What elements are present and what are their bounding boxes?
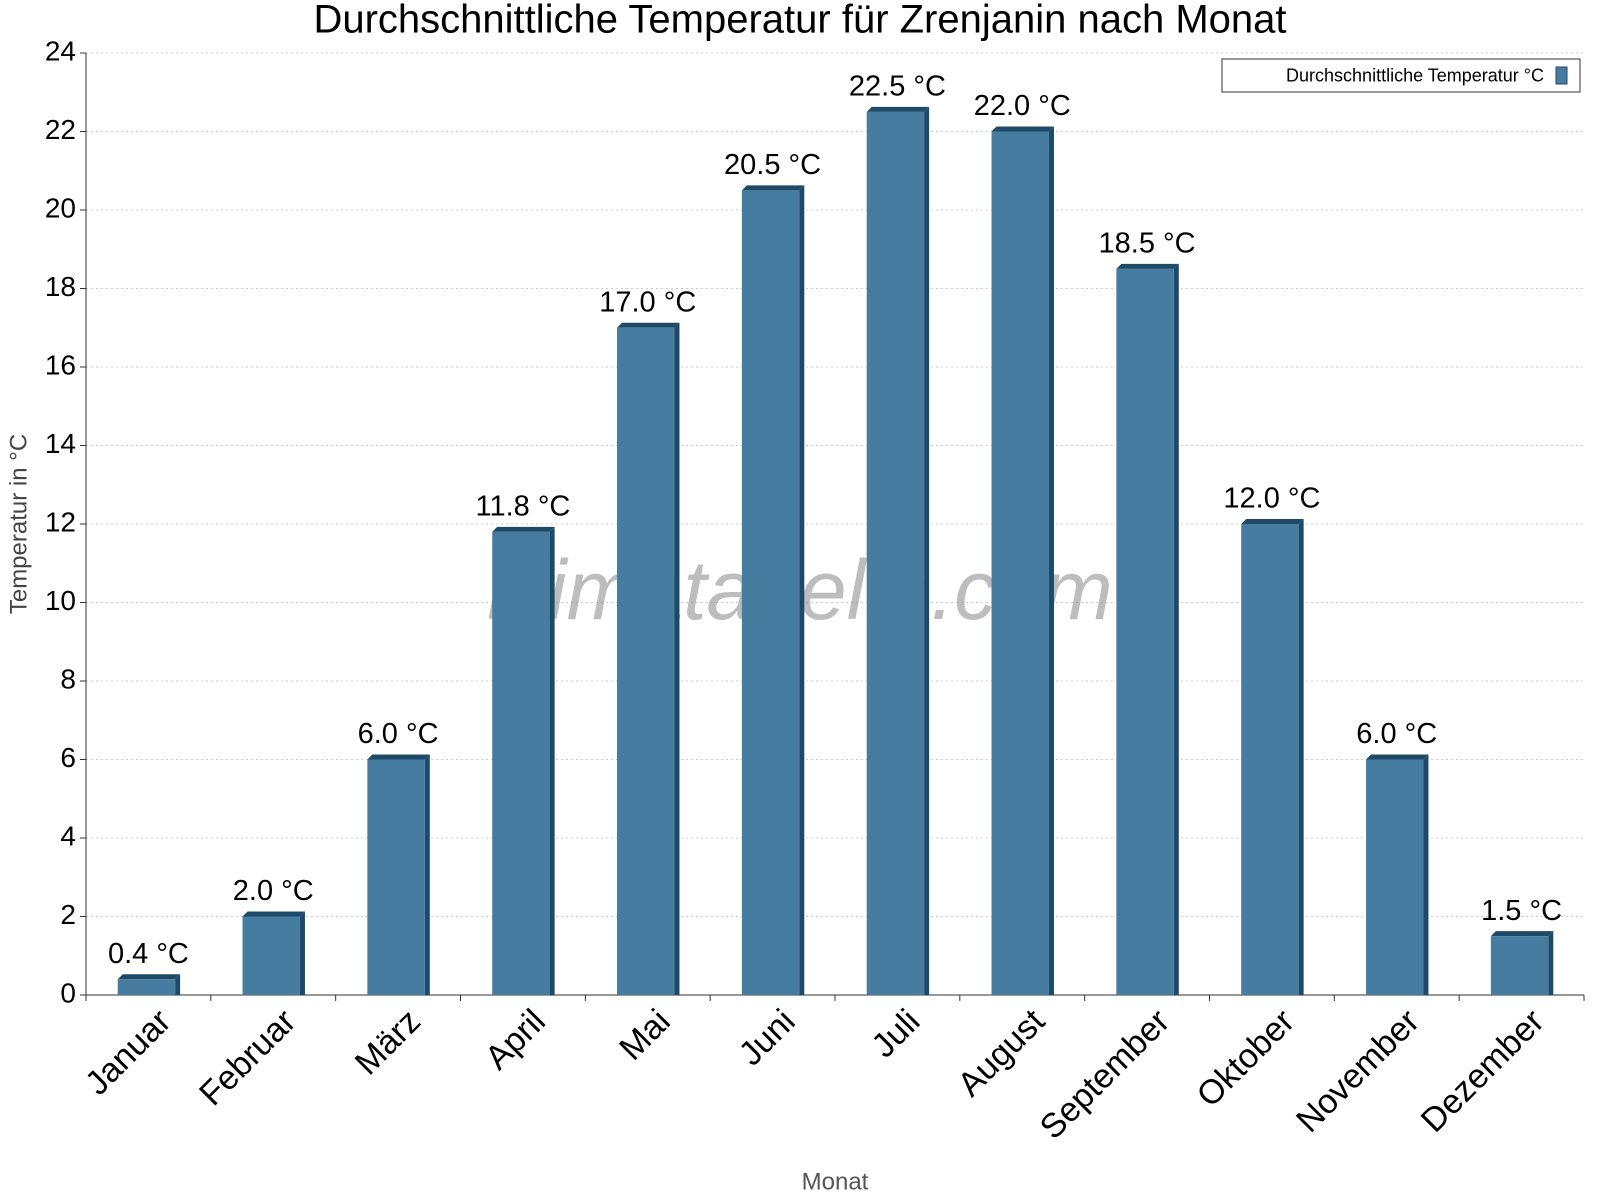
data-label: 2.0 °C <box>233 875 314 907</box>
x-tick-label: April <box>478 1002 553 1077</box>
x-tick-label: November <box>1289 1002 1427 1140</box>
y-tick-label: 22 <box>45 114 76 145</box>
bar-side <box>1173 263 1179 995</box>
data-label: 0.4 °C <box>108 938 189 970</box>
bar-side <box>175 974 181 995</box>
data-label: 11.8 °C <box>475 491 570 523</box>
y-axis-label: Temperatur in °C <box>5 434 32 614</box>
y-tick-label: 2 <box>60 899 76 930</box>
y-tick-label: 24 <box>45 35 76 66</box>
bar-side <box>1298 519 1304 995</box>
bar-top <box>367 754 430 760</box>
data-label: 1.5 °C <box>1481 895 1562 927</box>
bar-top <box>1116 263 1179 269</box>
y-tick-label: 6 <box>60 742 76 773</box>
bar <box>1241 524 1299 995</box>
bar <box>991 131 1049 995</box>
bar-side <box>1548 931 1554 995</box>
bar-top <box>617 322 680 328</box>
bar <box>117 979 176 995</box>
legend-swatch <box>1555 66 1568 85</box>
data-label: 22.0 °C <box>974 90 1071 122</box>
bar-top <box>1366 754 1429 760</box>
bar <box>367 759 425 995</box>
y-tick-label: 14 <box>45 428 76 459</box>
data-label: 20.5 °C <box>724 149 821 181</box>
bar <box>242 916 300 995</box>
legend-box <box>1221 58 1581 93</box>
bar-side <box>549 526 555 995</box>
y-tick-label: 10 <box>45 585 76 616</box>
bar <box>1116 268 1174 995</box>
bar-top <box>492 526 555 532</box>
bar <box>1490 936 1549 995</box>
y-tick-label: 4 <box>60 820 76 851</box>
bar-side <box>924 106 930 995</box>
x-tick-label: Juni <box>732 1002 803 1073</box>
bar-top <box>1241 519 1304 524</box>
data-label: 22.5 °C <box>849 71 946 103</box>
x-tick-label: Juli <box>864 1002 927 1065</box>
bar-side <box>799 185 805 995</box>
x-axis-label: Monat <box>802 1168 869 1195</box>
data-label: 18.5 °C <box>1099 228 1196 260</box>
bar-side <box>299 911 305 995</box>
y-tick-label: 12 <box>45 506 76 537</box>
data-label: 12.0 °C <box>1223 483 1320 515</box>
bar-side <box>674 322 680 995</box>
x-tick-label: September <box>1033 1002 1177 1146</box>
x-tick-label: Oktober <box>1190 1002 1302 1114</box>
data-label: 6.0 °C <box>1356 718 1437 750</box>
x-tick-label: März <box>348 1002 428 1082</box>
bar-top <box>991 126 1054 132</box>
bar <box>1366 759 1424 995</box>
x-tick-label: August <box>951 1002 1053 1104</box>
x-tick-label: Dezember <box>1414 1002 1552 1140</box>
bar-top <box>117 974 181 980</box>
bar-side <box>424 754 430 995</box>
bar-top <box>1490 931 1554 937</box>
data-label: 17.0 °C <box>599 286 696 318</box>
x-tick-label: Februar <box>192 1002 303 1113</box>
bar <box>617 327 675 995</box>
x-tick-label: Mai <box>612 1002 678 1068</box>
legend: Durchschnittliche Temperatur °C <box>1221 58 1581 93</box>
y-tick-label: 20 <box>45 192 76 223</box>
bar-side <box>1423 754 1429 995</box>
y-tick-label: 16 <box>45 349 76 380</box>
y-tick-label: 0 <box>60 977 76 1008</box>
data-label: 6.0 °C <box>358 718 439 750</box>
bar <box>866 111 925 995</box>
y-tick-label: 8 <box>60 663 76 694</box>
bar <box>741 190 800 995</box>
bar-top <box>741 185 805 191</box>
legend-label: Durchschnittliche Temperatur °C <box>1286 65 1544 85</box>
y-tick-label: 18 <box>45 271 76 302</box>
x-tick-label: Januar <box>78 1002 178 1102</box>
bar <box>492 531 550 995</box>
chart-title: Durchschnittliche Temperatur für Zrenjan… <box>313 0 1286 42</box>
bar-top <box>242 911 305 917</box>
bar-side <box>1048 126 1054 995</box>
bar-top <box>866 106 930 112</box>
